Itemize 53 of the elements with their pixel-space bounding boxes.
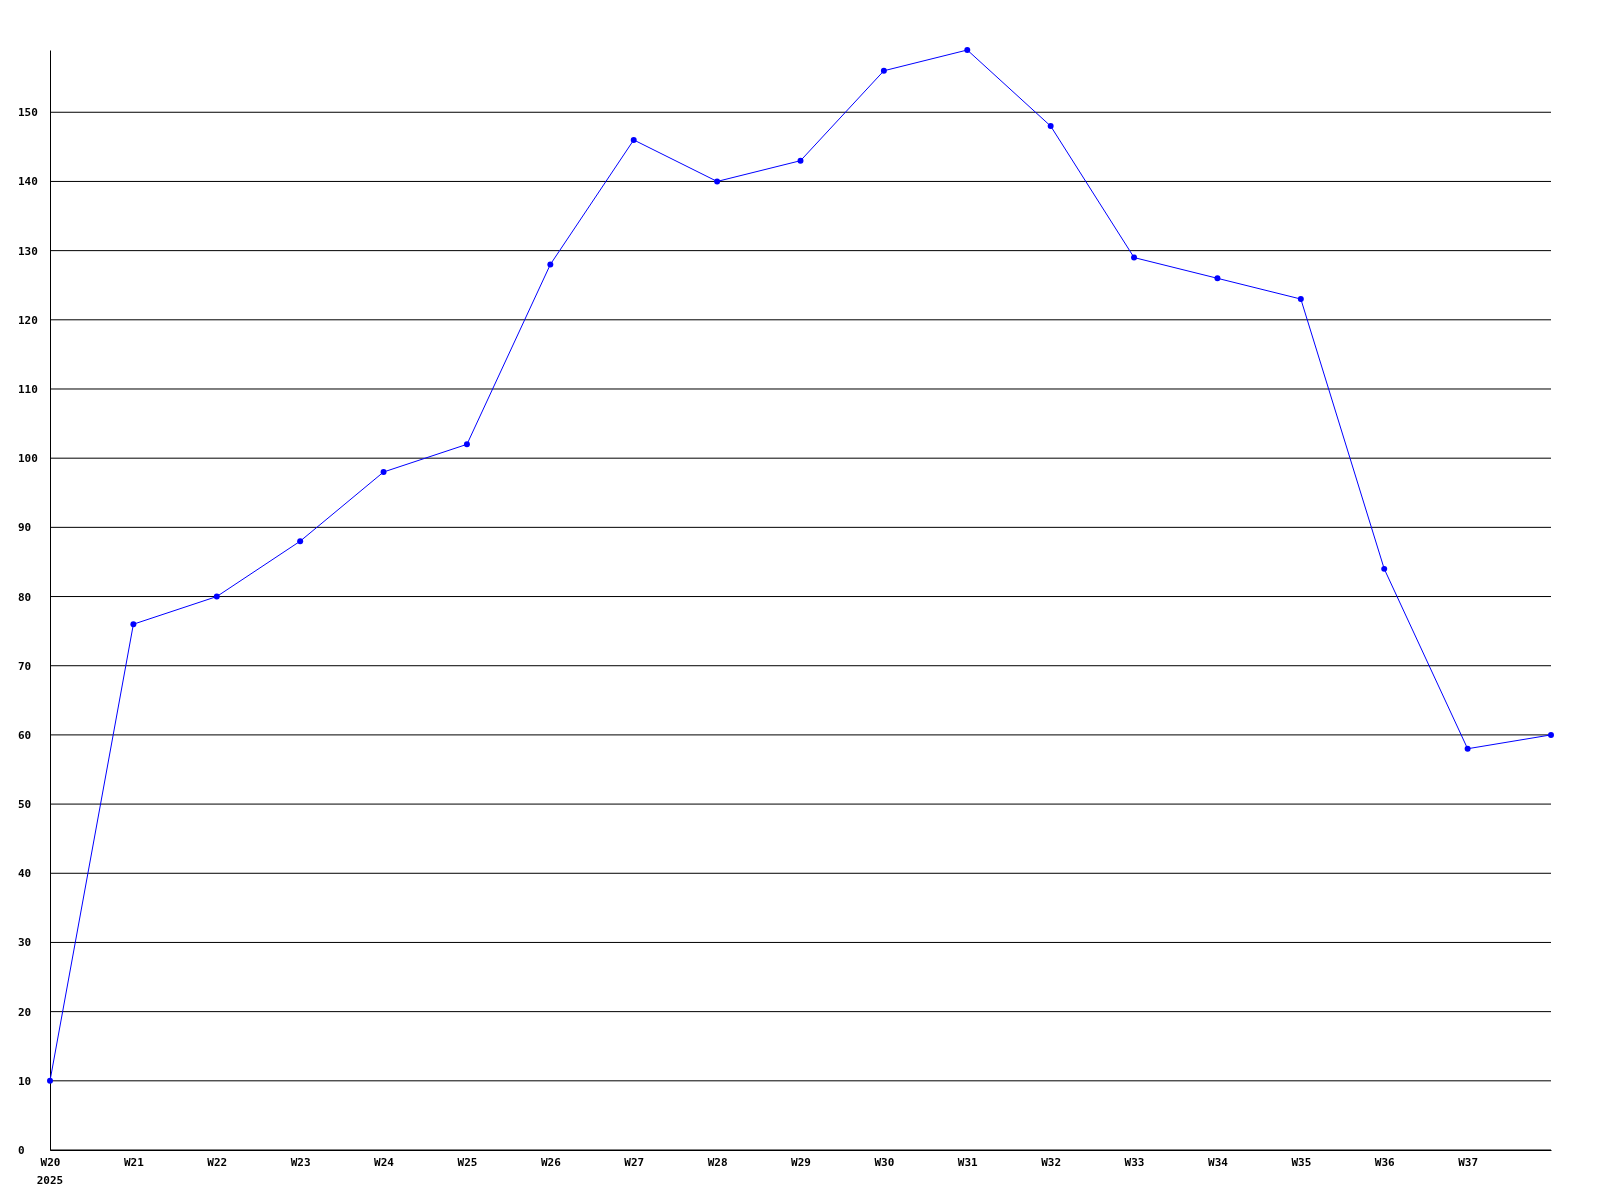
x-tick-label: W31 (957, 1155, 979, 1169)
x-tick-label: W25 (457, 1155, 478, 1169)
point (1464, 745, 1471, 752)
y-tick-label: 100 (18, 452, 38, 466)
point (1214, 275, 1221, 282)
y-tick-label: 90 (18, 521, 32, 535)
y-tick-label: 140 (18, 175, 38, 189)
x-tick-label: W23 (290, 1155, 311, 1169)
y-tick-label: 0 (18, 1144, 25, 1158)
x-tick-label: W37 (1458, 1155, 1479, 1169)
x-tick-label: W30 (874, 1155, 895, 1169)
y-tick-label: 150 (18, 106, 38, 120)
y-tick-label: 120 (18, 313, 38, 327)
point (380, 469, 387, 475)
text: 2025 (36, 1174, 64, 1187)
point (714, 178, 721, 185)
point (630, 136, 637, 143)
y-tick-label: 20 (18, 1005, 32, 1019)
point (880, 67, 887, 74)
x-tick-label: W29 (791, 1155, 811, 1169)
y-tick-label: 60 (18, 728, 32, 742)
x-tick-label: W34 (1208, 1155, 1229, 1169)
point (964, 47, 971, 53)
x-tick-label: W21 (123, 1155, 145, 1169)
x-tick-label: W36 (1374, 1155, 1396, 1169)
y-tick-label: 80 (18, 590, 32, 604)
y-tick-label: 40 (18, 867, 32, 881)
x-tick-label: W24 (374, 1155, 395, 1169)
point (797, 157, 804, 164)
y-tick-label: 10 (18, 1074, 32, 1088)
y-tick-label: 70 (18, 659, 32, 673)
point (1297, 296, 1304, 303)
point (297, 538, 304, 545)
point (213, 593, 220, 600)
x-tick-label: W32 (1041, 1155, 1062, 1169)
x-tick-label: W33 (1124, 1155, 1145, 1169)
y-tick-label: 50 (18, 798, 32, 812)
point (130, 621, 137, 628)
y-tick-label: 130 (18, 244, 38, 258)
point (1131, 254, 1138, 261)
x-tick-label: W27 (624, 1155, 645, 1169)
x-tick-label: W20 (40, 1155, 61, 1169)
x-tick-label: W26 (540, 1155, 562, 1169)
point (1548, 731, 1554, 738)
y-tick-label: 110 (18, 383, 38, 397)
y-tick-label: 30 (18, 936, 32, 950)
x-tick-label: W22 (207, 1155, 228, 1169)
point (547, 261, 554, 268)
x-tick-label: W35 (1291, 1155, 1312, 1169)
point (1381, 565, 1388, 572)
point (463, 441, 470, 448)
x-tick-label: W28 (707, 1155, 728, 1169)
point (1047, 123, 1054, 130)
